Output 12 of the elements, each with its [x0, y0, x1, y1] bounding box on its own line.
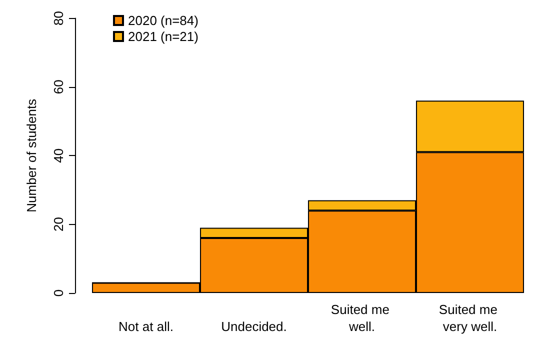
y-tick-label: 20	[51, 217, 66, 232]
y-tick-label: 80	[51, 10, 66, 26]
legend-label: 2020 (n=84)	[128, 13, 198, 28]
y-tick-label: 0	[51, 289, 66, 297]
y-axis-title: Number of students	[24, 98, 39, 212]
y-tick-label: 60	[51, 80, 66, 94]
y-tick-label: 40	[51, 148, 66, 163]
x-tick-label: Undecided.	[221, 319, 287, 334]
x-tick-label: Not at all.	[118, 319, 174, 334]
x-tick-label: Suited me very well.	[438, 302, 502, 334]
legend-label: 2021 (n=21)	[128, 29, 198, 44]
x-tick-label: Suited me well.	[330, 302, 394, 334]
